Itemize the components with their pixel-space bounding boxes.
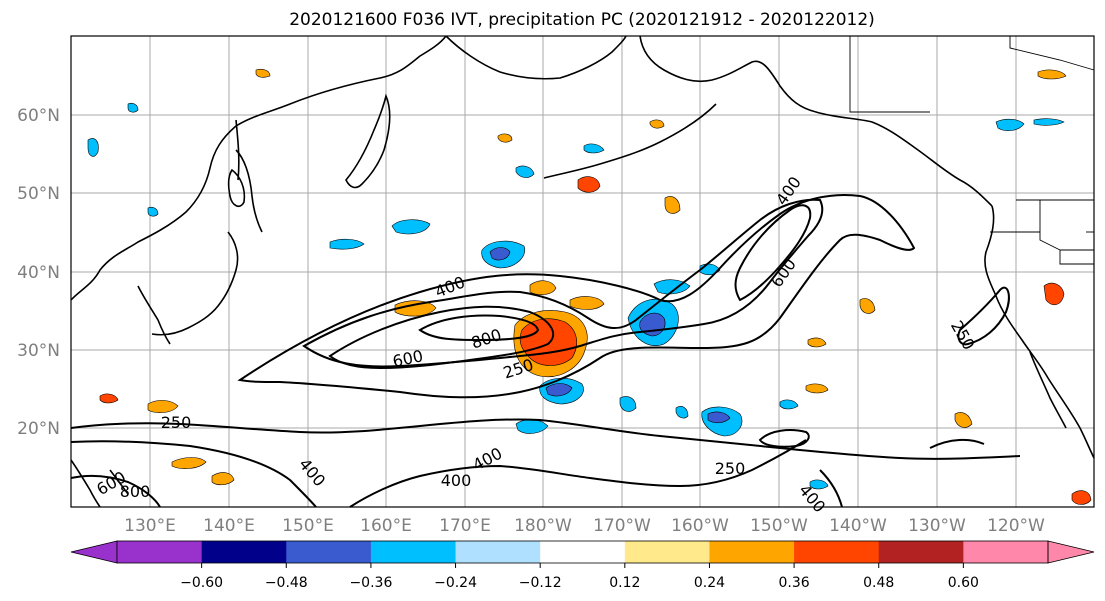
colorbar-tick-label: 0.12 xyxy=(609,575,640,591)
precip-anomaly-fills xyxy=(87,68,1092,505)
colorbar-segment xyxy=(624,541,710,563)
contour-label: 400 xyxy=(441,471,472,490)
latitude-labels: 60°N 50°N 40°N 30°N 20°N xyxy=(17,106,60,439)
colorbar-frame xyxy=(116,540,1049,564)
lat-label: 30°N xyxy=(17,341,60,361)
lon-label: 180°W xyxy=(514,516,572,536)
lat-label: 50°N xyxy=(17,184,60,204)
colorbar-tick-label: 0.48 xyxy=(863,575,894,591)
colorbar-tick-label: −0.60 xyxy=(180,575,223,591)
colorbar-segment xyxy=(540,541,626,563)
colorbar-segments xyxy=(117,541,1049,563)
colorbar-segment xyxy=(117,541,203,563)
lon-label: 160°E xyxy=(360,516,412,536)
lon-label: 170°E xyxy=(439,516,491,536)
colorbar-segment xyxy=(878,541,964,563)
colorbar-segment xyxy=(286,541,372,563)
lon-label: 140°W xyxy=(829,516,887,536)
colorbar-tick-label: −0.36 xyxy=(349,575,392,591)
colorbar-segment xyxy=(963,541,1049,563)
colorbar-segment xyxy=(201,541,287,563)
colorbar-tick-label: −0.48 xyxy=(265,575,308,591)
map-title: 2020121600 F036 IVT, precipitation PC (2… xyxy=(289,10,875,30)
colorbar-over-extension xyxy=(1047,540,1095,564)
colorbar-segment xyxy=(794,541,880,563)
colorbar-tick-label: −0.12 xyxy=(519,575,562,591)
lon-label: 130°E xyxy=(124,516,176,536)
contour-label: 250 xyxy=(715,459,746,478)
map-panel: 400 600 800 250 400 600 250 250 250 400 … xyxy=(70,35,1095,516)
lon-label: 120°W xyxy=(987,516,1045,536)
contour-label: 250 xyxy=(161,413,192,432)
lon-label: 130°W xyxy=(908,516,966,536)
lon-label: 150°E xyxy=(282,516,334,536)
colorbar-ticks: −0.60 −0.48 −0.36 −0.24 −0.12 0.12 0.24 0.36 0.4… xyxy=(180,563,979,591)
colorbar-under-extension xyxy=(70,540,118,564)
map-frame xyxy=(70,35,1095,508)
colorbar-tick-label: 0.36 xyxy=(779,575,810,591)
contour-labels: 400 600 800 250 400 600 250 250 250 400 … xyxy=(93,173,978,516)
colorbar-tick-label: 0.60 xyxy=(948,575,979,591)
colorbar-segment xyxy=(370,541,457,563)
lon-label: 160°W xyxy=(671,516,729,536)
political-boundaries xyxy=(849,36,1095,265)
colorbar-segment xyxy=(709,541,795,563)
lat-label: 20°N xyxy=(17,419,60,439)
ivt-contours xyxy=(70,193,1021,508)
lon-label: 140°E xyxy=(203,516,255,536)
coastlines xyxy=(70,35,1095,508)
lon-label: 150°W xyxy=(750,516,808,536)
lat-label: 60°N xyxy=(17,106,60,126)
colorbar: −0.60 −0.48 −0.36 −0.24 −0.12 0.12 0.24 0.36 0.4… xyxy=(70,540,1095,591)
colorbar-tick-label: 0.24 xyxy=(694,575,725,591)
lon-label: 170°W xyxy=(593,516,651,536)
lat-label: 40°N xyxy=(17,263,60,283)
colorbar-tick-label: −0.24 xyxy=(434,575,477,591)
colorbar-segment xyxy=(455,541,541,563)
contour-label: 800 xyxy=(120,482,151,501)
longitude-labels: 130°E 140°E 150°E 160°E 170°E 180°W 170°… xyxy=(124,516,1045,536)
